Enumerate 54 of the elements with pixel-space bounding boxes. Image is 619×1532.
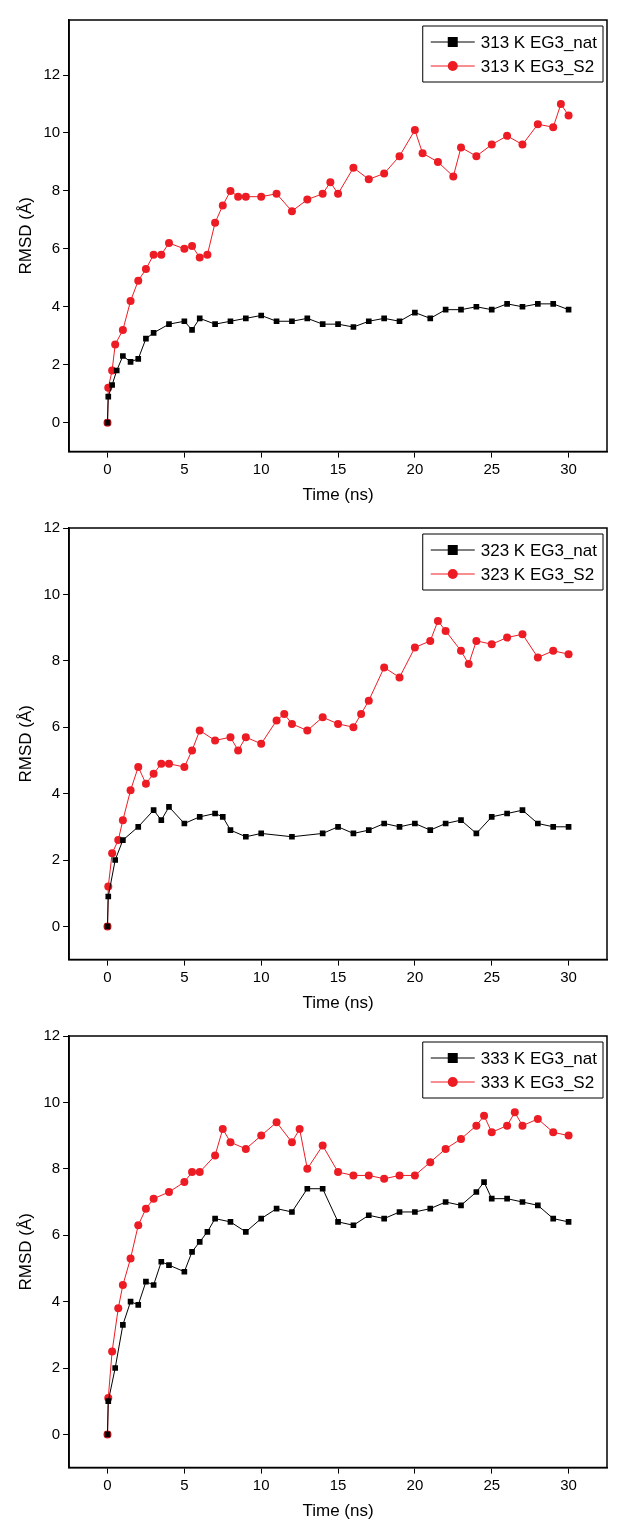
- x-tick-label: 25: [483, 967, 501, 985]
- y-tick-label: 6: [51, 717, 61, 735]
- legend-label: 313 K EG3_nat: [480, 32, 598, 52]
- y-tick-label: 4: [51, 296, 61, 314]
- y-tick-label: 10: [43, 123, 61, 141]
- y-tick-label: 0: [51, 412, 61, 430]
- y-tick-label: 4: [51, 1291, 61, 1309]
- x-tick-label: 15: [329, 967, 347, 985]
- x-tick-label: 25: [483, 1475, 501, 1493]
- x-tick-label: 0: [103, 459, 112, 477]
- legend-label: 323 K EG3_nat: [480, 540, 598, 560]
- x-tick-label: 20: [406, 1475, 424, 1493]
- y-tick-label: 8: [51, 1158, 61, 1176]
- y-axis-title: RMSD (Å): [15, 1213, 35, 1291]
- x-tick-label: 10: [252, 459, 270, 477]
- x-tick-label: 0: [103, 967, 112, 985]
- x-tick-label: 15: [329, 459, 347, 477]
- y-tick-label: 2: [51, 850, 61, 868]
- y-tick-label: 8: [51, 181, 61, 199]
- x-tick-label: 5: [180, 1475, 189, 1493]
- y-tick-label: 6: [51, 1225, 61, 1243]
- x-tick-label: 30: [560, 967, 577, 985]
- x-tick-label: 15: [329, 1475, 347, 1493]
- y-axis-title: RMSD (Å): [15, 705, 35, 783]
- y-tick-label: 8: [51, 650, 61, 668]
- x-axis-title: Time (ns): [302, 1501, 374, 1521]
- x-tick-label: 20: [406, 967, 424, 985]
- x-axis-title: Time (ns): [302, 993, 374, 1013]
- x-tick-label: 30: [560, 459, 577, 477]
- x-tick-label: 20: [406, 459, 424, 477]
- y-tick-label: 6: [51, 238, 61, 256]
- x-tick-label: 25: [483, 459, 501, 477]
- x-axis-title: Time (ns): [302, 485, 374, 505]
- legend-label: 333 K EG3_S2: [480, 1072, 595, 1092]
- y-tick-label: 0: [51, 916, 61, 934]
- x-tick-label: 10: [252, 967, 270, 985]
- y-tick-label: 10: [43, 584, 61, 602]
- legend-label: 323 K EG3_S2: [480, 564, 595, 584]
- x-tick-label: 30: [560, 1475, 577, 1493]
- y-tick-label: 2: [51, 354, 61, 372]
- x-tick-label: 5: [180, 967, 189, 985]
- x-tick-label: 10: [252, 1475, 270, 1493]
- legend-label: 313 K EG3_S2: [480, 56, 595, 76]
- y-tick-label: 2: [51, 1358, 61, 1376]
- y-tick-label: 4: [51, 783, 61, 801]
- y-tick-label: 12: [43, 65, 61, 83]
- y-tick-label: 12: [43, 1026, 61, 1044]
- y-tick-label: 0: [51, 1424, 61, 1442]
- x-tick-label: 5: [180, 459, 189, 477]
- y-tick-label: 10: [43, 1092, 61, 1110]
- legend-label: 333 K EG3_nat: [480, 1048, 598, 1068]
- x-tick-label: 0: [103, 1475, 112, 1493]
- y-axis-title: RMSD (Å): [15, 197, 35, 275]
- y-tick-label: 12: [43, 518, 61, 536]
